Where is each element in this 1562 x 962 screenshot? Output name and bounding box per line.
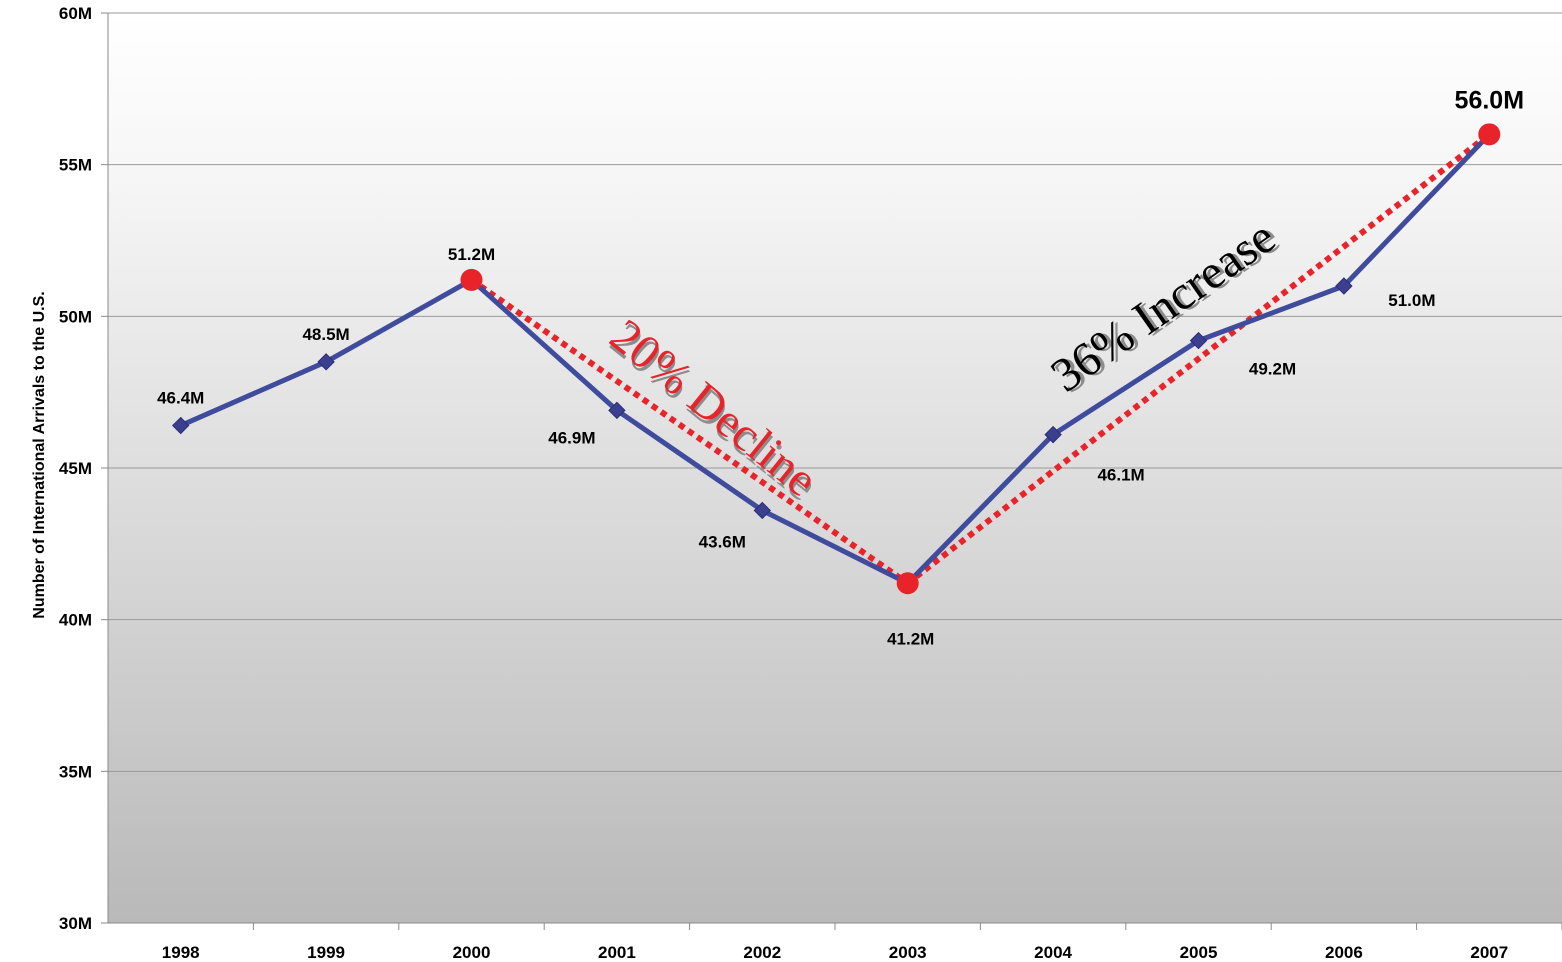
y-tick-labels: 30M 35M 40M 45M 50M 55M 60M [59,4,92,933]
trend-endpoint [460,268,483,291]
y-axis-title: Number of International Arrivals to the … [31,291,48,618]
data-label: 51.2M [448,245,495,264]
data-label: 51.0M [1388,291,1435,310]
y-tick-label: 45M [59,459,92,478]
y-tick-label: 50M [59,307,92,326]
data-point [317,353,335,371]
data-point [1044,425,1062,444]
x-tick-label: 2000 [453,943,491,962]
data-point [1189,331,1208,350]
y-tick-label: 40M [59,611,92,630]
x-tick-label: 1999 [307,943,345,962]
data-label: 41.2M [887,629,934,648]
trend-endpoint [1478,123,1501,146]
data-point [171,416,190,435]
x-tick-label: 2007 [1470,943,1508,962]
x-tick-label: 1998 [162,943,200,962]
data-point [753,501,772,520]
data-label: 48.5M [302,325,349,344]
x-tick-label: 2005 [1180,943,1218,962]
data-labels: 46.4M 48.5M 51.2M 46.9M 43.6M 41.2M 46.1M 49.2M… [157,86,1524,648]
trend-line [469,277,910,586]
data-label: 46.9M [548,428,595,447]
x-tick-label: 2003 [889,943,927,962]
trend-lines [469,131,1492,586]
x-tick-label: 2006 [1325,943,1363,962]
data-label: 46.1M [1097,466,1144,485]
series-markers [171,125,1499,592]
y-tick-label: 35M [59,762,92,781]
x-tick-labels: 1998 1999 2000 2001 2002 2003 2004 2005 2006 2007 [162,943,1508,962]
x-tick-label: 2001 [598,943,636,962]
trend-line [905,131,1492,586]
data-label: 46.4M [157,389,204,408]
data-label: 56.0M [1455,86,1524,114]
data-label: 49.2M [1249,360,1296,379]
y-tick-label: 55M [59,156,92,175]
trend-endpoints [460,123,1501,595]
x-tick-label: 2002 [743,943,781,962]
y-tick-label: 60M [59,4,92,23]
data-point [1335,277,1353,295]
y-tick-label: 30M [59,914,92,933]
x-tick-label: 2004 [1034,943,1072,962]
trend-endpoint [896,572,919,595]
gridlines [101,12,1562,930]
data-point [608,401,626,420]
series-line [179,132,1492,586]
series-polyline [179,132,1492,586]
data-label: 43.6M [699,532,746,551]
